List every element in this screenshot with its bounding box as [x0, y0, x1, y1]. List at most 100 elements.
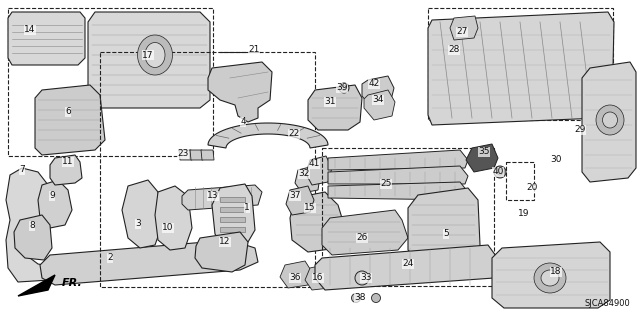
Ellipse shape [351, 293, 360, 302]
Bar [322, 148, 494, 286]
Ellipse shape [355, 271, 369, 285]
Polygon shape [428, 12, 614, 125]
Ellipse shape [339, 83, 349, 93]
Text: 39: 39 [336, 84, 348, 92]
Polygon shape [466, 144, 498, 172]
Text: 26: 26 [356, 234, 368, 243]
Text: FR.: FR. [62, 278, 83, 288]
Text: 32: 32 [298, 170, 310, 179]
Text: 3: 3 [135, 220, 141, 228]
Text: 31: 31 [324, 98, 336, 107]
Text: 37: 37 [289, 191, 301, 201]
Polygon shape [88, 12, 210, 108]
Polygon shape [280, 261, 312, 288]
Text: 28: 28 [448, 45, 460, 54]
Ellipse shape [497, 169, 503, 175]
Polygon shape [155, 186, 192, 250]
Text: 25: 25 [380, 180, 392, 188]
Polygon shape [305, 264, 335, 290]
Text: 22: 22 [289, 130, 300, 139]
Text: 30: 30 [550, 156, 562, 164]
Bar [8, 8, 213, 156]
Text: SJCA84900: SJCA84900 [584, 299, 630, 308]
Text: 17: 17 [142, 51, 154, 60]
Bar [220, 227, 245, 232]
Text: 12: 12 [220, 237, 230, 246]
Text: 10: 10 [163, 223, 173, 233]
Polygon shape [40, 240, 258, 285]
Text: 16: 16 [312, 274, 324, 283]
Text: 35: 35 [478, 148, 490, 156]
Polygon shape [295, 166, 320, 193]
Ellipse shape [596, 105, 624, 135]
Text: 4: 4 [240, 117, 246, 126]
Ellipse shape [342, 85, 346, 91]
Polygon shape [408, 188, 480, 260]
Polygon shape [450, 16, 478, 40]
Ellipse shape [534, 263, 566, 293]
Polygon shape [582, 62, 636, 182]
Text: 41: 41 [308, 159, 320, 169]
Polygon shape [208, 123, 328, 148]
Polygon shape [208, 62, 272, 122]
Bar [220, 197, 245, 202]
Polygon shape [328, 166, 468, 184]
Text: 21: 21 [248, 45, 260, 54]
Polygon shape [286, 186, 314, 215]
Polygon shape [179, 150, 192, 160]
Polygon shape [182, 185, 262, 210]
Polygon shape [315, 245, 496, 290]
Text: 36: 36 [289, 274, 301, 283]
Bar [428, 8, 613, 120]
Bar [220, 207, 245, 212]
Text: 23: 23 [177, 149, 189, 158]
Polygon shape [328, 182, 468, 200]
Text: 2: 2 [107, 253, 113, 262]
Polygon shape [328, 150, 468, 170]
Text: 27: 27 [456, 28, 468, 36]
Polygon shape [306, 156, 332, 185]
Bar [220, 217, 245, 222]
Polygon shape [492, 242, 610, 308]
Text: 8: 8 [29, 221, 35, 230]
Ellipse shape [145, 43, 165, 68]
Text: 5: 5 [443, 229, 449, 238]
Polygon shape [35, 85, 105, 155]
Polygon shape [50, 155, 82, 185]
Text: 34: 34 [372, 95, 384, 105]
Text: 33: 33 [360, 274, 372, 283]
Polygon shape [290, 192, 345, 252]
Polygon shape [18, 275, 55, 296]
Text: 6: 6 [65, 108, 71, 116]
Ellipse shape [138, 35, 173, 75]
Text: 19: 19 [518, 210, 530, 219]
Polygon shape [322, 210, 408, 255]
Text: 24: 24 [403, 260, 413, 268]
Text: 40: 40 [492, 167, 504, 177]
Text: 42: 42 [369, 79, 380, 89]
Text: 15: 15 [304, 204, 316, 212]
Polygon shape [122, 180, 162, 248]
Bar [506, 162, 534, 200]
Ellipse shape [541, 270, 559, 286]
Text: 13: 13 [207, 191, 219, 201]
Text: 14: 14 [24, 26, 36, 35]
Ellipse shape [602, 112, 618, 128]
Polygon shape [38, 180, 72, 228]
Text: 20: 20 [526, 183, 538, 193]
Polygon shape [201, 150, 214, 160]
Polygon shape [212, 184, 255, 245]
Polygon shape [195, 232, 248, 272]
Bar [100, 52, 315, 287]
Polygon shape [364, 90, 395, 120]
Ellipse shape [494, 166, 506, 178]
Polygon shape [308, 85, 362, 130]
Polygon shape [190, 150, 203, 160]
Polygon shape [6, 168, 55, 282]
Polygon shape [14, 215, 52, 260]
Text: 1: 1 [244, 204, 250, 212]
Text: 38: 38 [355, 293, 365, 302]
Text: 18: 18 [550, 268, 562, 276]
Polygon shape [8, 12, 85, 65]
Text: 29: 29 [574, 125, 586, 134]
